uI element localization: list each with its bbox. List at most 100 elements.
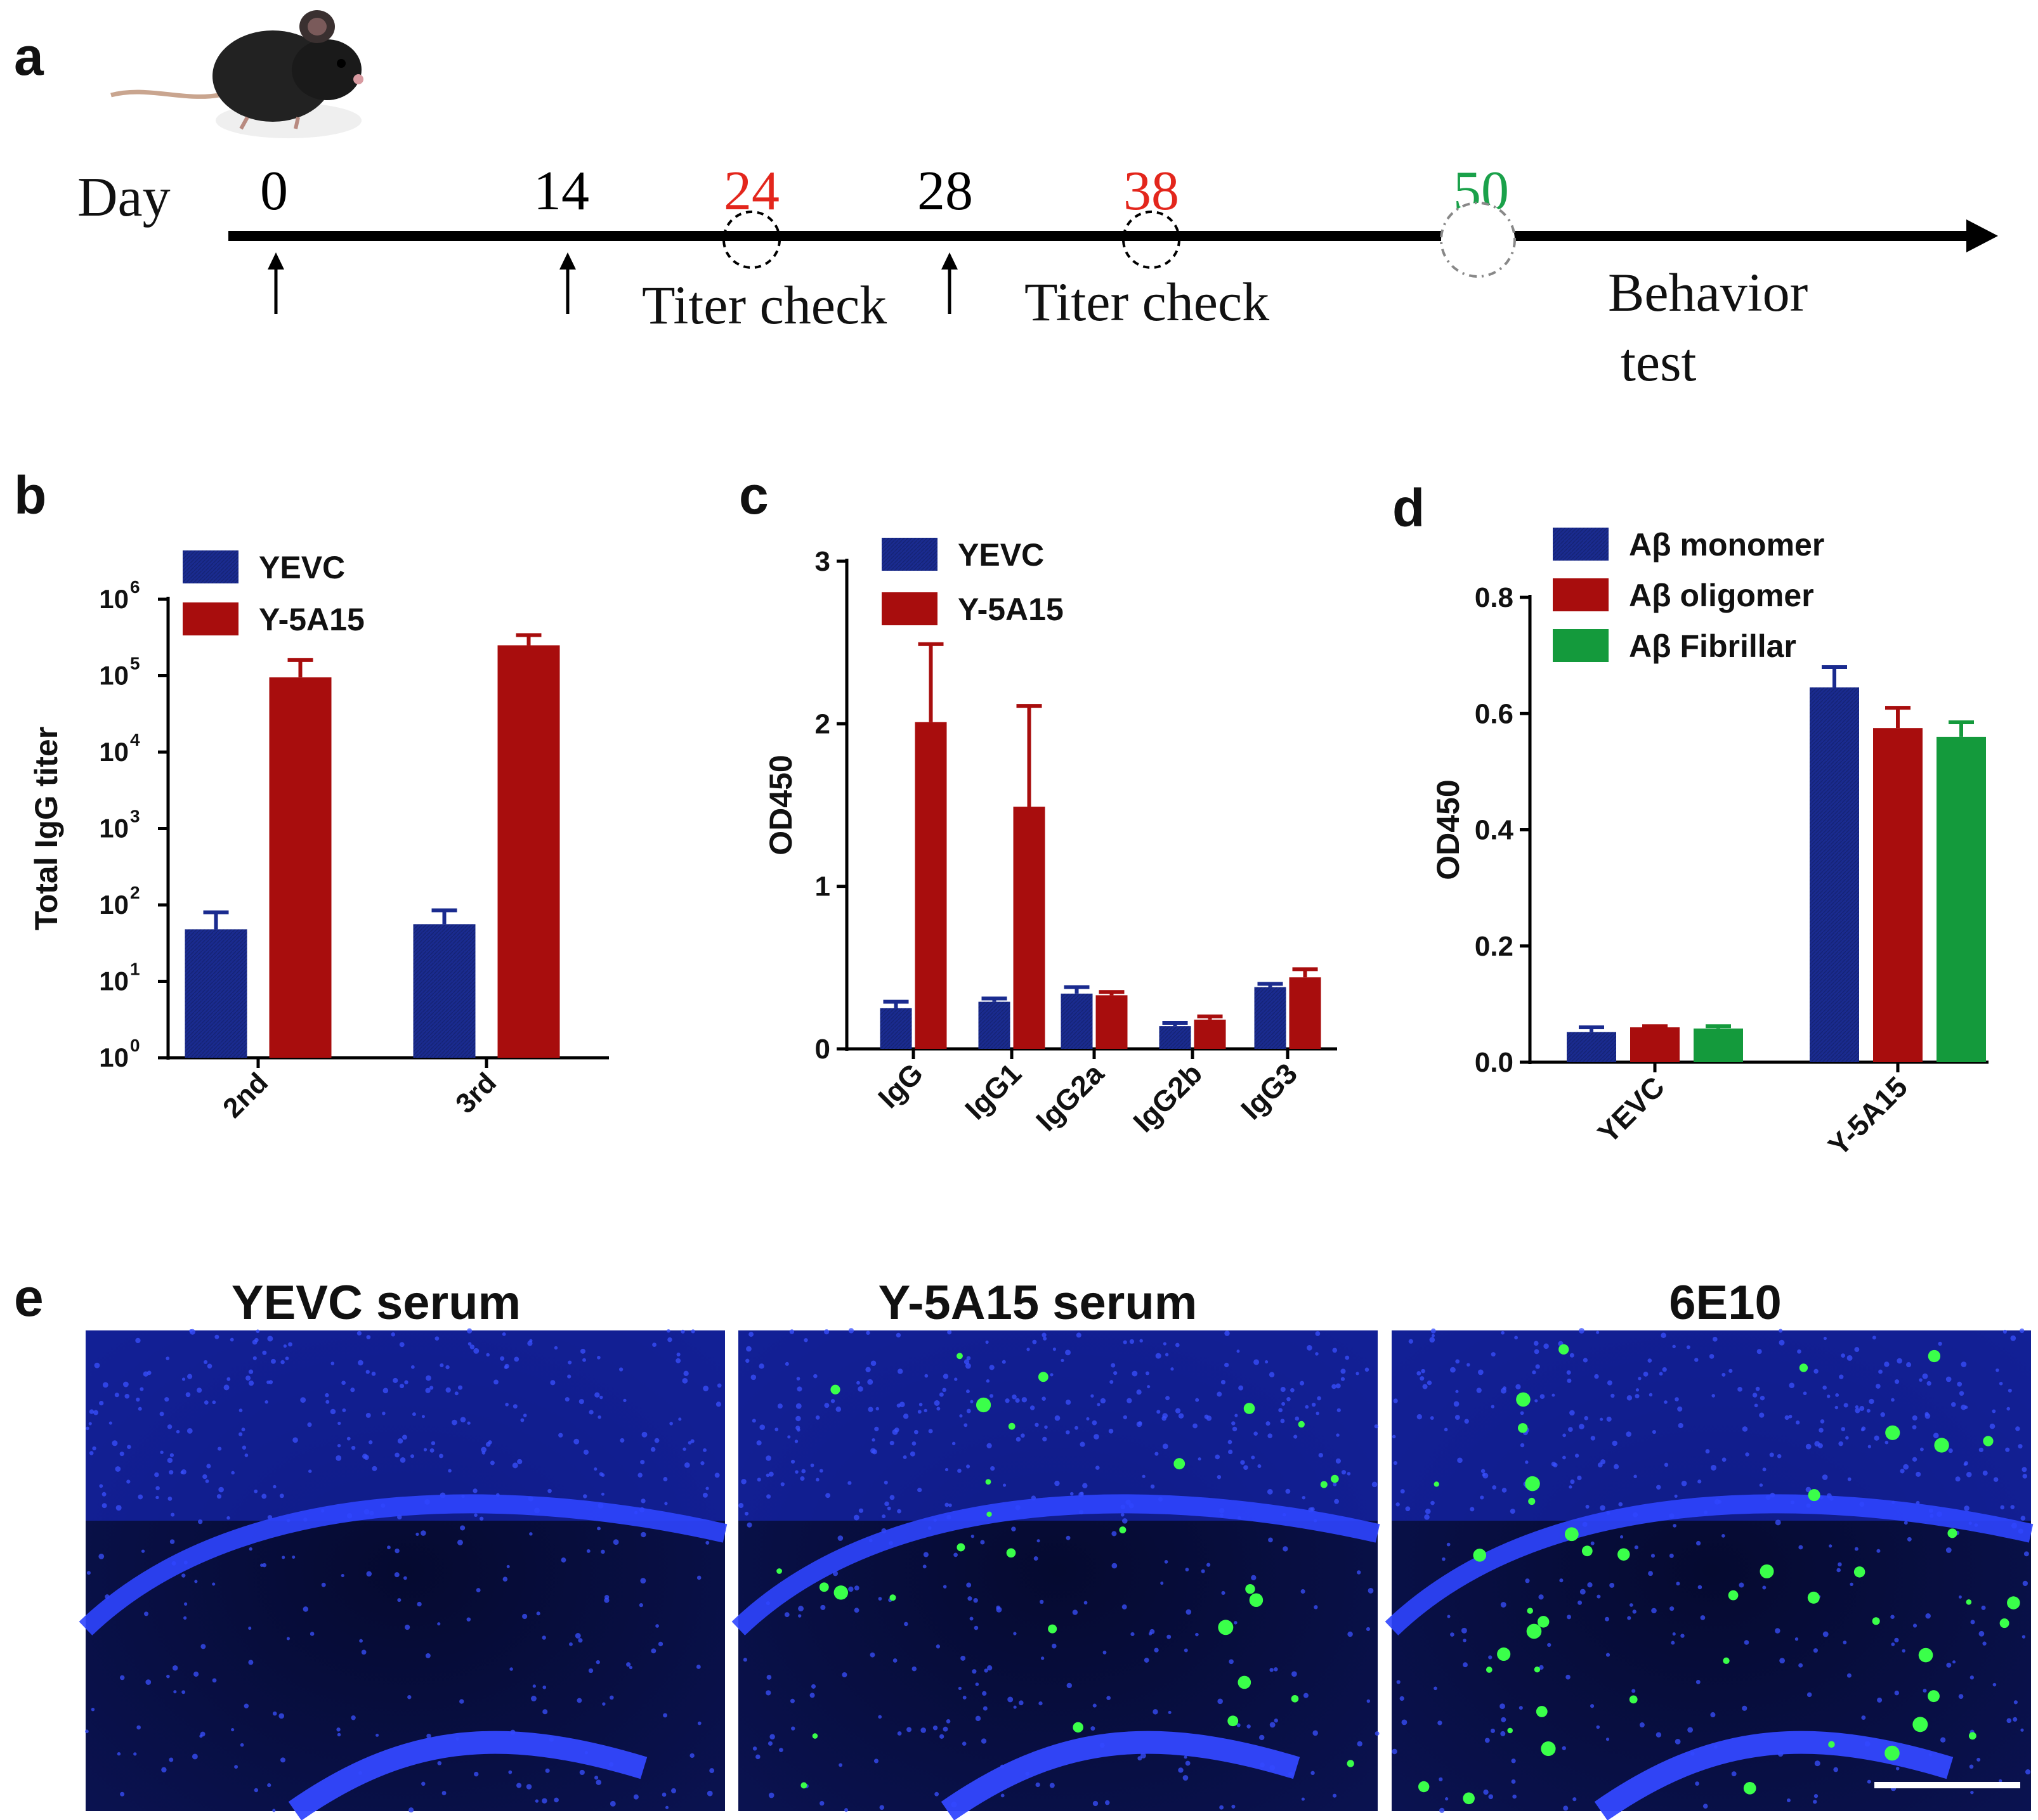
nucleus bbox=[535, 1799, 539, 1803]
nucleus bbox=[1500, 1731, 1506, 1736]
nucleus bbox=[879, 1805, 885, 1810]
nucleus bbox=[691, 1329, 695, 1334]
nucleus bbox=[568, 1360, 572, 1365]
nucleus bbox=[512, 1462, 518, 1469]
nucleus bbox=[1162, 1443, 1168, 1450]
nucleus bbox=[1065, 1400, 1071, 1405]
nucleus bbox=[1762, 1585, 1767, 1590]
nucleus bbox=[752, 1419, 756, 1423]
nucleus bbox=[980, 1540, 985, 1545]
nucleus bbox=[161, 1767, 167, 1773]
plaque bbox=[1947, 1528, 1957, 1538]
nucleus bbox=[641, 1498, 646, 1504]
bar-Y-5A15-IgG3 bbox=[1289, 977, 1321, 1049]
nucleus bbox=[403, 1576, 407, 1580]
nucleus bbox=[1711, 1464, 1717, 1471]
nucleus bbox=[457, 1385, 463, 1390]
nucleus bbox=[1650, 1554, 1656, 1558]
nucleus bbox=[854, 1585, 859, 1590]
nucleus bbox=[186, 1427, 193, 1434]
nucleus bbox=[714, 1472, 720, 1478]
nucleus bbox=[1395, 1502, 1400, 1507]
nucleus bbox=[1981, 1605, 1986, 1610]
nucleus bbox=[102, 1382, 108, 1388]
nucleus bbox=[962, 1695, 967, 1700]
nucleus bbox=[194, 1580, 198, 1583]
nucleus bbox=[522, 1613, 528, 1620]
y-tick-label: 0.4 bbox=[1475, 815, 1514, 846]
nucleus bbox=[1961, 1362, 1967, 1367]
nucleus bbox=[1243, 1465, 1248, 1471]
nucleus bbox=[866, 1330, 870, 1335]
titer-check-label-1: Titer check bbox=[642, 275, 887, 335]
nucleus bbox=[1869, 1398, 1874, 1405]
nucleus bbox=[696, 1665, 701, 1669]
nucleus bbox=[292, 1555, 296, 1559]
nucleus bbox=[1281, 1401, 1286, 1406]
nucleus bbox=[1511, 1779, 1516, 1784]
nucleus bbox=[271, 1358, 276, 1364]
nucleus bbox=[1978, 1447, 1983, 1452]
plaque bbox=[889, 1594, 896, 1601]
nucleus bbox=[1687, 1727, 1694, 1733]
nucleus bbox=[1922, 1373, 1928, 1379]
nucleus bbox=[1102, 1650, 1107, 1654]
nucleus bbox=[882, 1514, 886, 1519]
nucleus bbox=[655, 1624, 659, 1628]
plaque bbox=[1298, 1420, 1305, 1428]
nucleus bbox=[1759, 1483, 1763, 1487]
nucleus bbox=[1874, 1435, 1879, 1441]
nucleus bbox=[248, 1381, 254, 1386]
nucleus bbox=[1312, 1730, 1318, 1736]
timeline-day-28: 28 bbox=[917, 160, 973, 222]
nucleus bbox=[1590, 1436, 1596, 1441]
nucleus bbox=[1184, 1755, 1187, 1759]
nucleus bbox=[1122, 1518, 1128, 1524]
plaque bbox=[1486, 1667, 1493, 1673]
nucleus bbox=[744, 1511, 749, 1516]
nucleus bbox=[138, 1407, 142, 1411]
nucleus bbox=[676, 1358, 681, 1363]
nucleus bbox=[835, 1406, 842, 1412]
nucleus bbox=[1355, 1372, 1359, 1375]
nucleus bbox=[308, 1469, 312, 1473]
nucleus bbox=[1178, 1767, 1184, 1773]
nucleus bbox=[746, 1346, 752, 1352]
plaque bbox=[1999, 1618, 2009, 1628]
nucleus bbox=[1463, 1662, 1468, 1668]
nucleus bbox=[599, 1395, 603, 1400]
nucleus bbox=[1694, 1358, 1699, 1362]
nucleus bbox=[1877, 1697, 1883, 1703]
nucleus bbox=[1964, 1461, 1968, 1466]
nucleus bbox=[966, 1464, 970, 1469]
nucleus bbox=[816, 1478, 820, 1482]
nucleus bbox=[1269, 1372, 1275, 1377]
nucleus bbox=[1476, 1388, 1482, 1393]
nucleus bbox=[796, 1377, 800, 1381]
nucleus bbox=[205, 1479, 209, 1483]
nucleus bbox=[982, 1691, 987, 1696]
nucleus bbox=[1234, 1414, 1238, 1417]
nucleus bbox=[743, 1658, 747, 1662]
nucleus bbox=[1500, 1602, 1506, 1608]
nucleus bbox=[1676, 1582, 1680, 1586]
nucleus bbox=[397, 1598, 402, 1602]
nucleus bbox=[717, 1383, 722, 1388]
nucleus bbox=[351, 1445, 356, 1450]
nucleus bbox=[474, 1513, 478, 1518]
nucleus bbox=[108, 1421, 112, 1425]
nucleus bbox=[1392, 1434, 1396, 1439]
nucleus bbox=[1803, 1391, 1807, 1396]
nucleus bbox=[842, 1672, 847, 1678]
nucleus bbox=[1846, 1673, 1852, 1678]
nucleus bbox=[1029, 1405, 1035, 1410]
nucleus bbox=[1525, 1578, 1530, 1583]
nucleus bbox=[356, 1330, 362, 1336]
nucleus bbox=[1311, 1402, 1316, 1407]
nucleus bbox=[216, 1494, 222, 1499]
nucleus bbox=[811, 1684, 816, 1689]
nucleus bbox=[1854, 1547, 1858, 1551]
plaque bbox=[1243, 1403, 1255, 1414]
nucleus bbox=[1310, 1771, 1315, 1776]
nucleus bbox=[1912, 1425, 1917, 1430]
